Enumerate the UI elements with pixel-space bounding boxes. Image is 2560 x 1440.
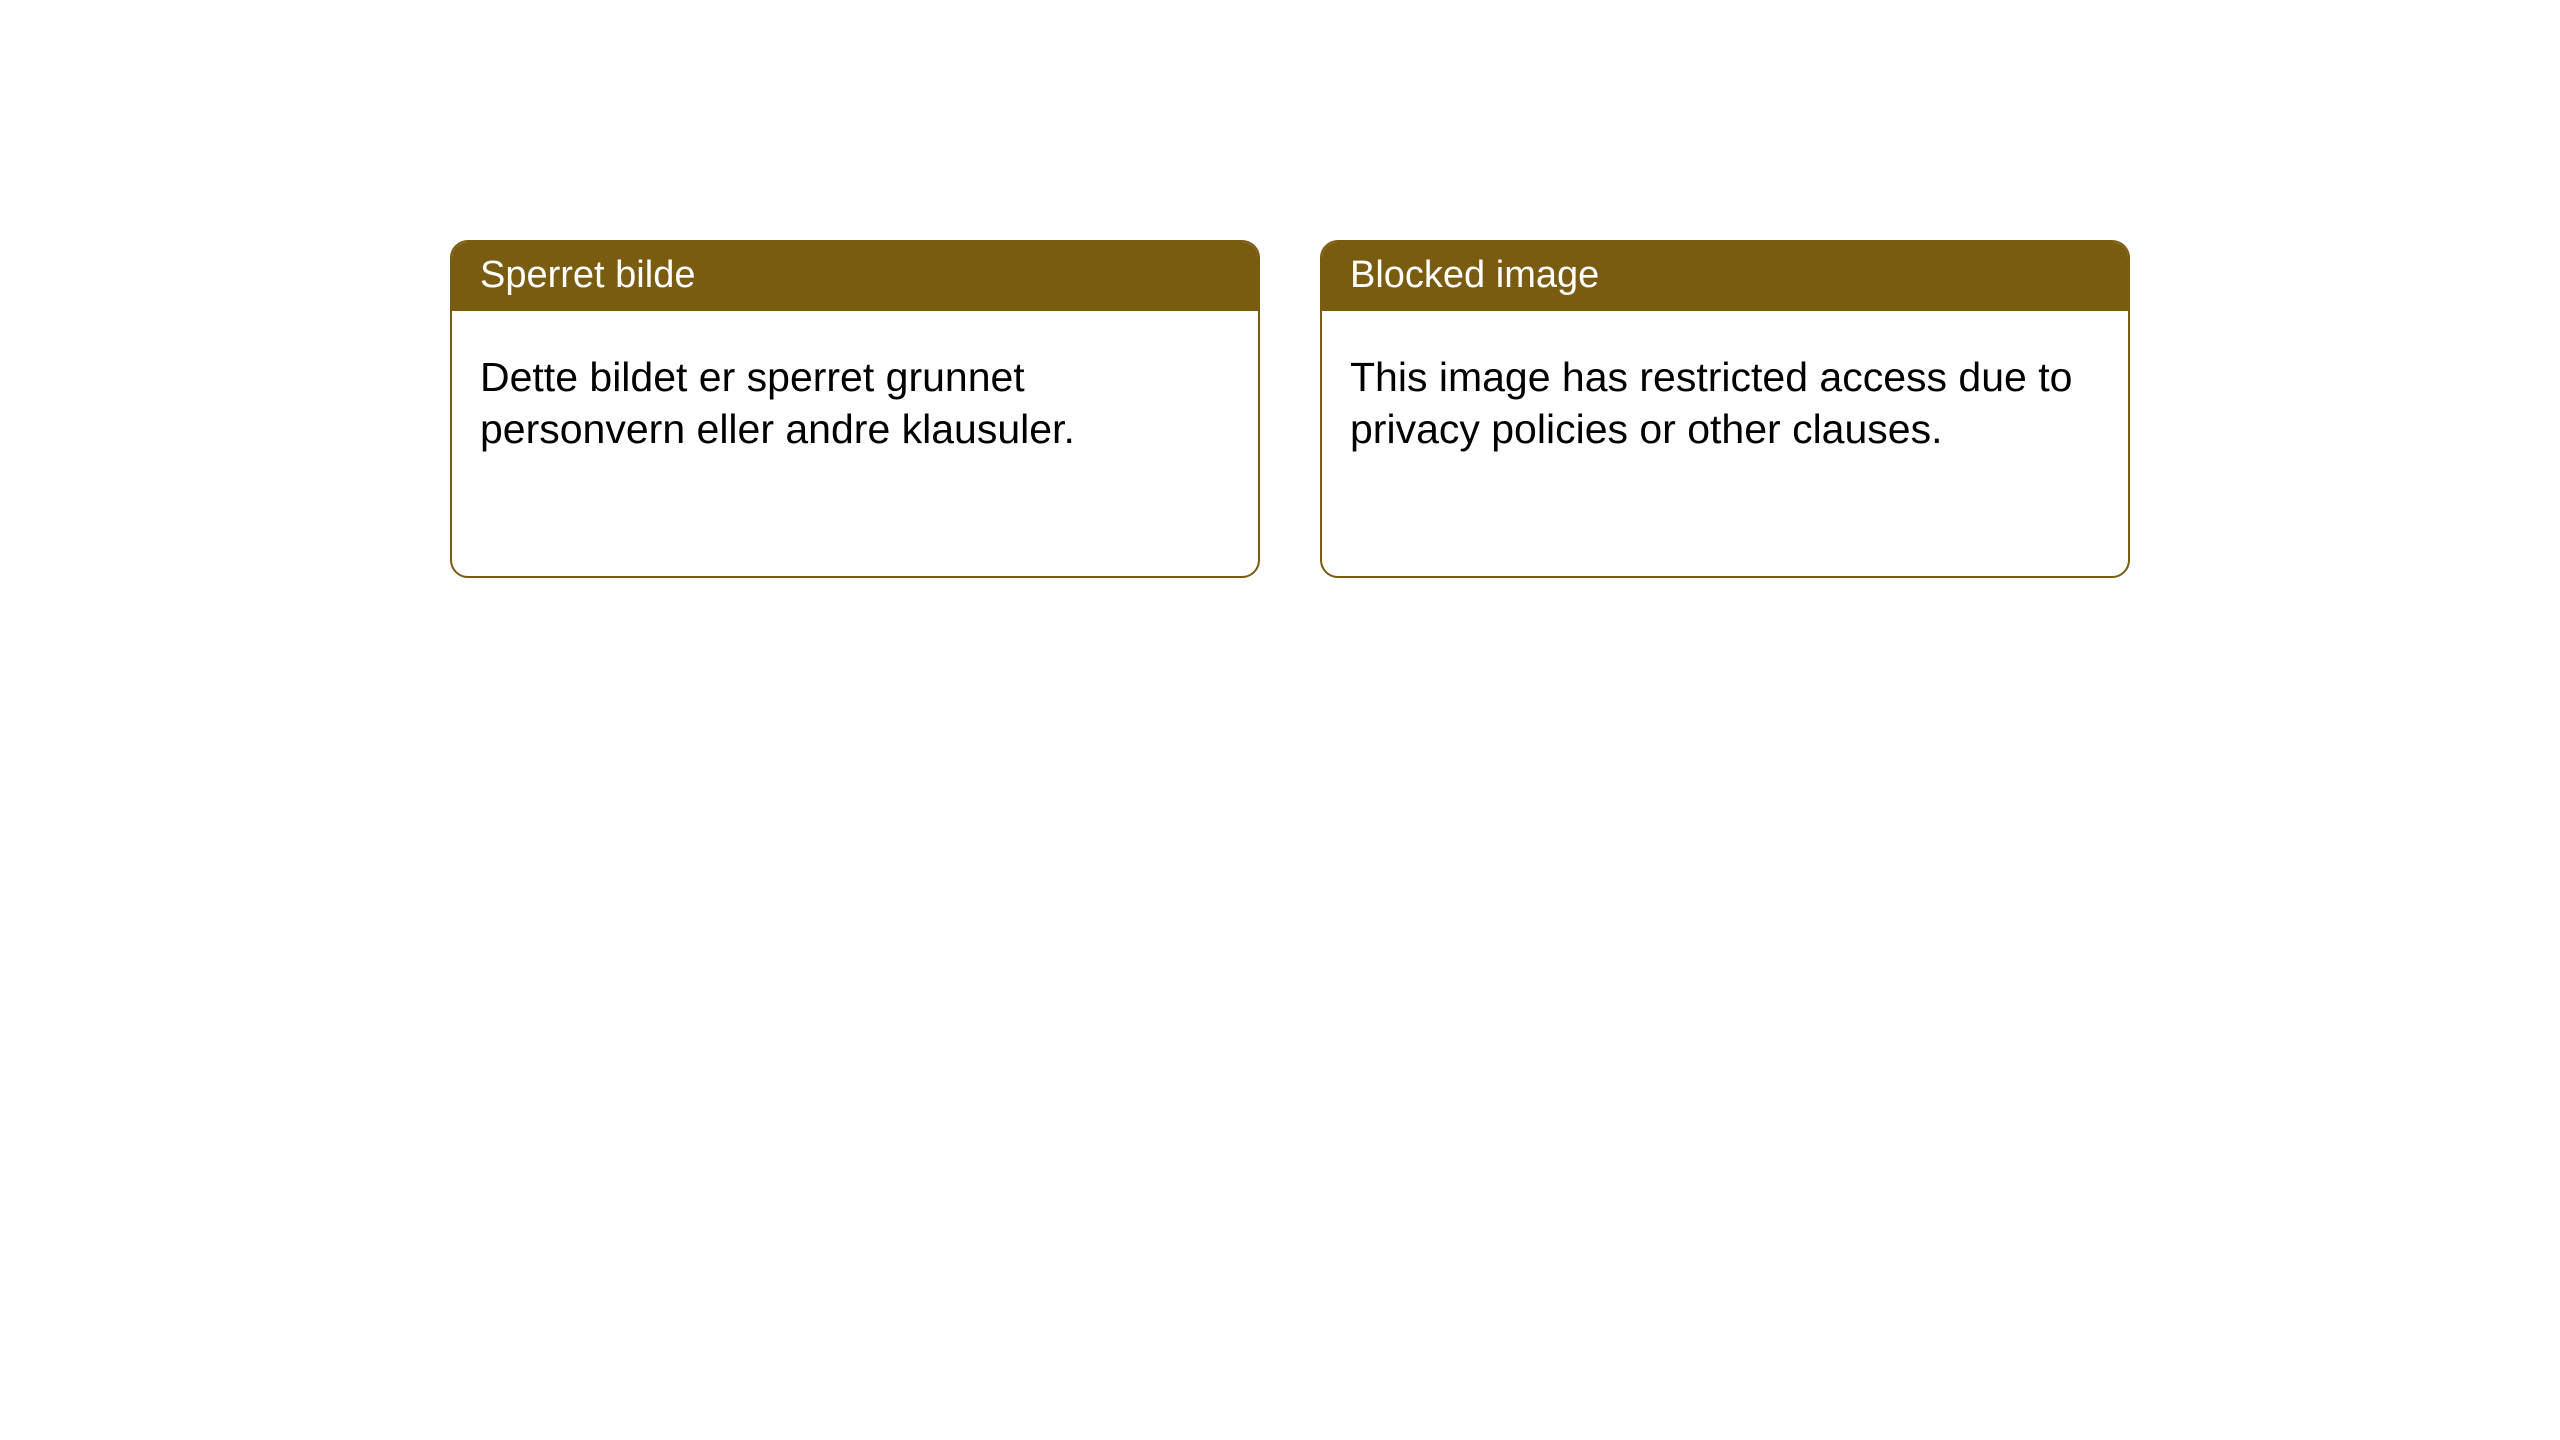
card-body-text: This image has restricted access due to … <box>1350 354 2072 452</box>
blocked-image-card-no: Sperret bilde Dette bildet er sperret gr… <box>450 240 1260 578</box>
card-title: Blocked image <box>1350 254 1599 296</box>
card-header: Blocked image <box>1322 242 2128 311</box>
card-body: This image has restricted access due to … <box>1322 311 2128 484</box>
blocked-image-card-en: Blocked image This image has restricted … <box>1320 240 2130 578</box>
card-header: Sperret bilde <box>452 242 1258 311</box>
card-body-text: Dette bildet er sperret grunnet personve… <box>480 354 1075 452</box>
card-title: Sperret bilde <box>480 254 695 296</box>
notice-cards-container: Sperret bilde Dette bildet er sperret gr… <box>0 0 2560 578</box>
card-body: Dette bildet er sperret grunnet personve… <box>452 311 1258 484</box>
